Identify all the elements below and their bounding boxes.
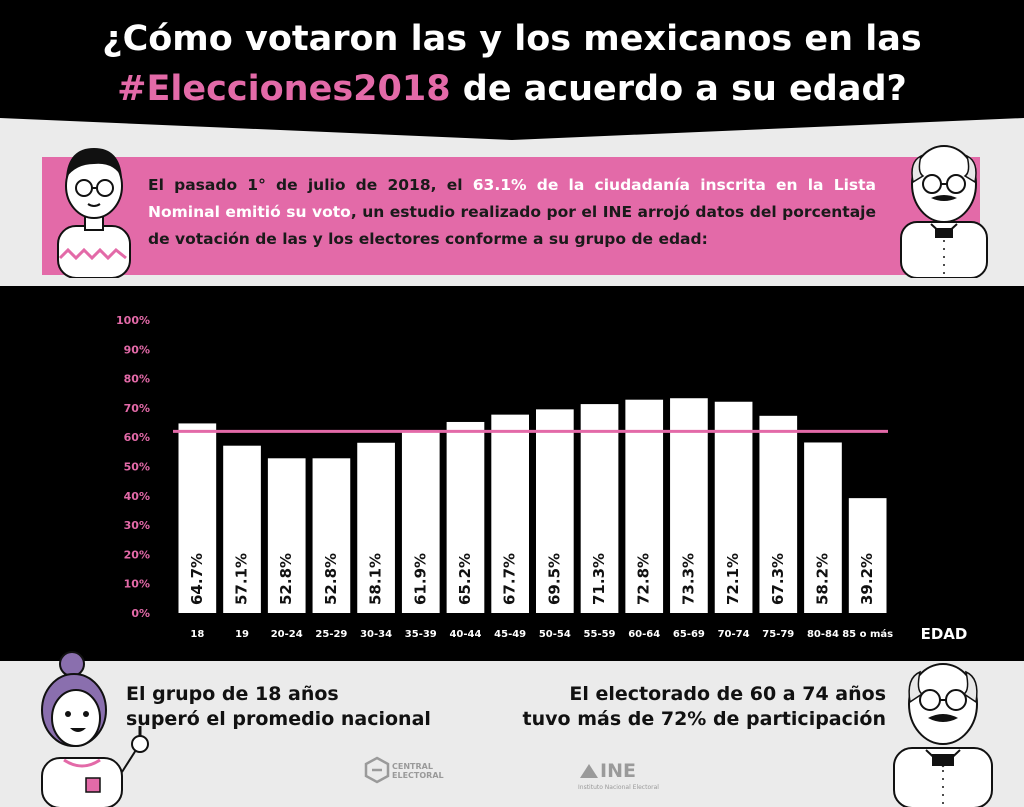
bar xyxy=(670,398,708,613)
young-woman-illustration xyxy=(41,651,149,807)
data-label: 64.7% xyxy=(188,553,206,605)
y-tick-label: 100% xyxy=(116,314,150,327)
bar xyxy=(223,445,261,613)
ine-logo xyxy=(580,764,598,778)
category-label: 18 xyxy=(190,629,204,640)
central-electoral-line1: CENTRAL xyxy=(392,762,433,771)
intro-text-part2: , un estudio realizado por el INE arrojó… xyxy=(148,203,876,248)
category-label: 19 xyxy=(235,629,249,640)
bar xyxy=(357,442,395,613)
data-label: 72.8% xyxy=(635,553,653,605)
data-label: 39.2% xyxy=(858,553,876,605)
intro-highlight: 63.1% de la ciudadanía inscrita en la Li… xyxy=(148,176,877,221)
finding-18-line2: superó el promedio nacional xyxy=(126,708,431,730)
data-label: 52.8% xyxy=(322,553,340,605)
bar xyxy=(804,442,842,613)
finding-18-line1: El grupo de 18 años xyxy=(126,683,339,705)
bar xyxy=(536,409,574,613)
category-label: 80-84 xyxy=(807,629,839,640)
finding-18-years: El grupo de 18 años superó el promedio n… xyxy=(126,682,456,732)
intro-box xyxy=(42,157,980,275)
category-label: 25-29 xyxy=(315,629,347,640)
bar xyxy=(312,458,351,613)
title-line-2-rest: de acuerdo a su edad? xyxy=(450,69,907,109)
data-label: 52.8% xyxy=(277,553,295,605)
title-line-2: #Elecciones2018 de acuerdo a su edad? xyxy=(0,64,1024,114)
bar xyxy=(848,498,887,613)
bar xyxy=(178,423,217,613)
bar xyxy=(401,431,440,613)
bar xyxy=(625,399,664,613)
data-label: 65.2% xyxy=(456,553,474,605)
category-label: 35-39 xyxy=(405,629,437,640)
data-label: 67.3% xyxy=(769,553,787,605)
x-axis-label: EDAD xyxy=(921,625,968,643)
bar xyxy=(759,415,798,613)
category-label: 40-44 xyxy=(449,629,481,640)
bar xyxy=(580,404,619,613)
bar xyxy=(446,421,485,613)
data-label: 73.3% xyxy=(679,553,697,605)
y-tick-label: 40% xyxy=(124,490,150,503)
central-electoral-wordmark: CENTRAL ELECTORAL xyxy=(392,762,444,780)
finding-60-74-line1: El electorado de 60 a 74 años xyxy=(569,683,886,705)
data-label: 71.3% xyxy=(590,553,608,605)
category-label: 55-59 xyxy=(584,629,616,640)
category-label: 30-34 xyxy=(360,629,392,640)
y-tick-label: 50% xyxy=(124,461,150,474)
central-electoral-line2: ELECTORAL xyxy=(392,771,444,780)
central-electoral-logo xyxy=(364,756,390,784)
y-tick-label: 70% xyxy=(124,402,150,415)
y-tick-label: 20% xyxy=(124,548,150,561)
data-label: 58.2% xyxy=(813,553,831,605)
y-tick-label: 60% xyxy=(124,431,150,444)
intro-text-part1: El pasado 1° de julio de 2018, el xyxy=(148,176,473,194)
category-label: 70-74 xyxy=(718,629,750,640)
y-tick-label: 10% xyxy=(124,578,150,591)
intro-paragraph: El pasado 1° de julio de 2018, el 63.1% … xyxy=(148,172,876,253)
data-label: 58.1% xyxy=(367,553,385,605)
category-label: 65-69 xyxy=(673,629,705,640)
finding-60-74-line2: tuvo más de 72% de participación xyxy=(522,708,886,730)
finding-60-74-years: El electorado de 60 a 74 años tuvo más d… xyxy=(470,682,886,732)
category-label: 20-24 xyxy=(271,629,303,640)
data-label: 69.5% xyxy=(545,553,563,605)
bar xyxy=(267,458,306,613)
category-label: 85 o más xyxy=(842,628,893,640)
y-tick-label: 0% xyxy=(131,607,150,620)
bar xyxy=(714,401,753,613)
header-band xyxy=(0,0,1024,140)
old-man-illustration xyxy=(900,145,988,278)
category-label: 45-49 xyxy=(494,629,526,640)
bar xyxy=(491,414,529,613)
category-label: 60-64 xyxy=(628,629,660,640)
young-man-illustration xyxy=(57,148,131,278)
y-tick-label: 30% xyxy=(124,519,150,532)
ine-wordmark: INE xyxy=(600,760,636,782)
ine-subtitle: Instituto Nacional Electoral xyxy=(578,784,659,791)
y-tick-label: 80% xyxy=(124,373,150,386)
category-label: 50-54 xyxy=(539,629,571,640)
y-tick-label: 90% xyxy=(124,343,150,356)
data-label: 67.7% xyxy=(501,553,519,605)
turnout-by-age-chart: 0% 10% 20% 30% 40% 50% 60% 70% 80% 90% 100% 64.7% 18… xyxy=(116,314,968,643)
old-man-bottom-illustration xyxy=(893,663,993,807)
data-label: 72.1% xyxy=(724,553,742,605)
page-title: ¿Cómo votaron las y los mexicanos en las… xyxy=(0,14,1024,114)
title-line-1: ¿Cómo votaron las y los mexicanos en las xyxy=(102,19,922,59)
data-label: 61.9% xyxy=(411,553,429,605)
category-label: 75-79 xyxy=(762,629,794,640)
title-hashtag: #Elecciones2018 xyxy=(117,69,451,109)
data-label: 57.1% xyxy=(233,553,251,605)
